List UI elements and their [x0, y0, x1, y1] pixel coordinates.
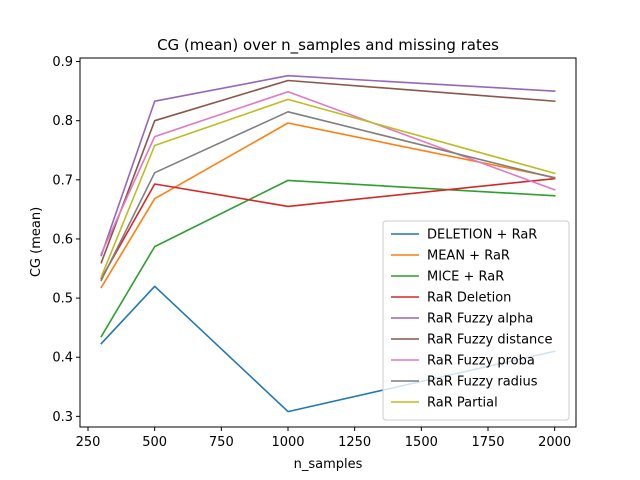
legend-entry-3: RaR Deletion: [427, 291, 511, 306]
series-line-8: [100, 98, 556, 278]
y-tick-label: 0.5: [52, 292, 73, 307]
x-tick-label: 1000: [271, 435, 304, 450]
legend-box: [382, 220, 570, 421]
y-tick-label: 0.6: [52, 232, 73, 247]
series-line-1: [100, 122, 556, 289]
y-axis-label: CG (mean): [29, 207, 44, 277]
legend-entry-1: MEAN + RaR: [427, 249, 510, 264]
legend: DELETION + RaR MEAN + RaR MICE + RaR RaR De…: [382, 220, 570, 421]
series-line-2: [100, 179, 556, 338]
series-layer: [100, 74, 556, 413]
plot-frame: [79, 57, 577, 428]
y-axis-ticks: 0.3 0.4 0.5 0.6 0.7 0.8 0.9: [52, 55, 80, 425]
legend-entry-2: MICE + RaR: [427, 270, 504, 285]
x-axis-ticks: 250 500 750 1000 1250 1500 1750 2000: [76, 427, 571, 450]
y-tick-label: 0.9: [52, 55, 73, 70]
legend-entry-7: RaR Fuzzy radius: [427, 375, 538, 390]
y-tick-label: 0.8: [52, 114, 73, 129]
series-line-5: [100, 79, 556, 264]
x-axis-label: n_samples: [294, 457, 363, 472]
legend-entry-6: RaR Fuzzy proba: [427, 354, 535, 369]
x-tick-label: 1500: [405, 435, 438, 450]
x-tick-label: 2000: [538, 435, 571, 450]
series-line-6: [100, 90, 556, 255]
series-line-3: [100, 177, 556, 280]
legend-entry-0: DELETION + RaR: [427, 228, 537, 243]
legend-entry-5: RaR Fuzzy distance: [427, 333, 552, 348]
x-tick-label: 1750: [471, 435, 504, 450]
y-tick-label: 0.3: [52, 410, 73, 425]
legend-entry-8: RaR Partial: [427, 396, 498, 411]
x-tick-label: 1250: [338, 435, 371, 450]
series-line-4: [100, 74, 556, 257]
x-tick-label: 500: [142, 435, 167, 450]
x-tick-label: 250: [76, 435, 101, 450]
series-line-7: [100, 111, 556, 282]
y-tick-label: 0.4: [52, 351, 73, 366]
x-tick-label: 750: [209, 435, 234, 450]
legend-entry-4: RaR Fuzzy alpha: [427, 312, 533, 327]
y-tick-label: 0.7: [52, 173, 73, 188]
chart-title: CG (mean) over n_samples and missing rat…: [157, 36, 499, 55]
